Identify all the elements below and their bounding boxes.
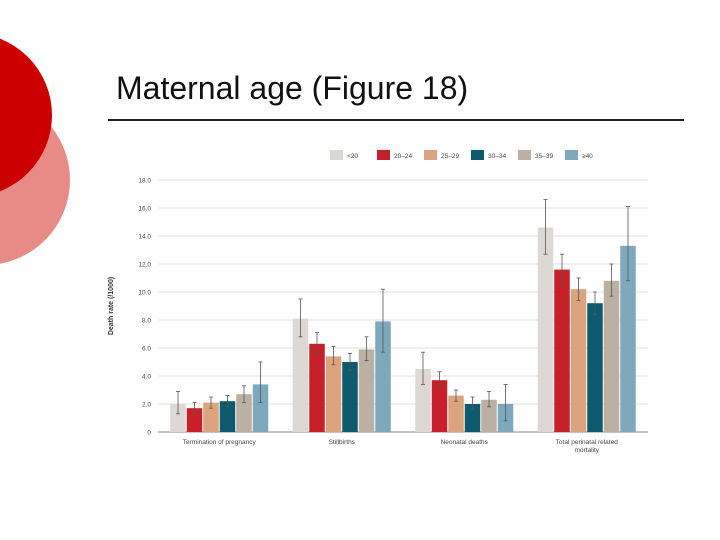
y-tick-label: 18.0 — [138, 178, 151, 185]
bar — [620, 245, 636, 432]
bar — [236, 394, 252, 432]
y-tick-label: 8.0 — [142, 318, 151, 325]
x-axis-labels: Termination of pregnancy Stillbirths Neona… — [183, 439, 618, 454]
slide-title: Maternal age (Figure 18) — [116, 70, 469, 106]
x-tick-label: mortality — [574, 447, 599, 454]
y-tick-label: 12.0 — [138, 262, 151, 269]
y-tick-label: 10.0 — [138, 290, 151, 297]
bar — [603, 280, 620, 432]
decorative-circles — [0, 38, 70, 264]
bar — [203, 402, 219, 432]
x-tick-label: Stillbirths — [329, 439, 356, 446]
bar — [219, 401, 236, 432]
bar — [587, 303, 603, 432]
legend-swatch — [471, 150, 484, 160]
decorative-dark-circle — [0, 38, 52, 192]
bar — [325, 356, 342, 432]
bar — [554, 269, 570, 432]
legend-swatch — [424, 150, 437, 160]
y-tick-label: 14.0 — [138, 234, 151, 241]
bar — [481, 399, 497, 432]
y-tick-label: 16.0 — [138, 206, 151, 213]
y-tick-label: 4.0 — [142, 374, 151, 381]
bar — [431, 380, 448, 432]
legend-label: 30–34 — [488, 153, 506, 160]
legend-label: 20–24 — [394, 153, 412, 160]
y-axis-label: Death rate (/1000) — [108, 277, 115, 335]
bar — [570, 289, 587, 432]
x-tick-label: Neonatal deaths — [441, 439, 489, 446]
bar — [342, 362, 358, 432]
bar — [170, 404, 186, 432]
bar — [292, 318, 309, 432]
bar-chart: 0 2.0 4.0 6.0 8.0 10.0 12.0 14.0 16.0 18.0 Death … — [108, 150, 648, 454]
legend-swatch — [377, 150, 390, 160]
error-bars — [176, 199, 630, 422]
legend-swatch — [330, 150, 343, 160]
bar — [358, 349, 375, 432]
legend-label: ≥40 — [582, 153, 593, 160]
y-tick-label: 6.0 — [142, 346, 151, 353]
bars — [170, 227, 636, 432]
legend-swatch — [565, 150, 578, 160]
x-tick-label: Termination of pregnancy — [183, 439, 257, 446]
bar — [186, 408, 203, 432]
legend-label: <20 — [347, 153, 358, 160]
bar — [448, 395, 464, 432]
x-tick-label: Total perinatal related — [556, 439, 619, 446]
legend-label: 25–29 — [441, 153, 459, 160]
bar — [415, 369, 431, 432]
bar — [309, 343, 325, 432]
legend-label: 35–39 — [535, 153, 553, 160]
bar — [464, 404, 481, 432]
bar — [375, 321, 391, 432]
title-divider — [108, 119, 684, 121]
y-tick-label: 2.0 — [142, 402, 151, 409]
legend: <20 20–24 25–29 30–34 35–39 ≥40 — [330, 150, 593, 160]
bar — [537, 227, 554, 432]
y-tick-label: 0 — [147, 430, 151, 437]
legend-swatch — [518, 150, 531, 160]
bar — [252, 384, 269, 432]
y-axis-ticks: 0 2.0 4.0 6.0 8.0 10.0 12.0 14.0 16.0 18.0 — [138, 178, 151, 437]
